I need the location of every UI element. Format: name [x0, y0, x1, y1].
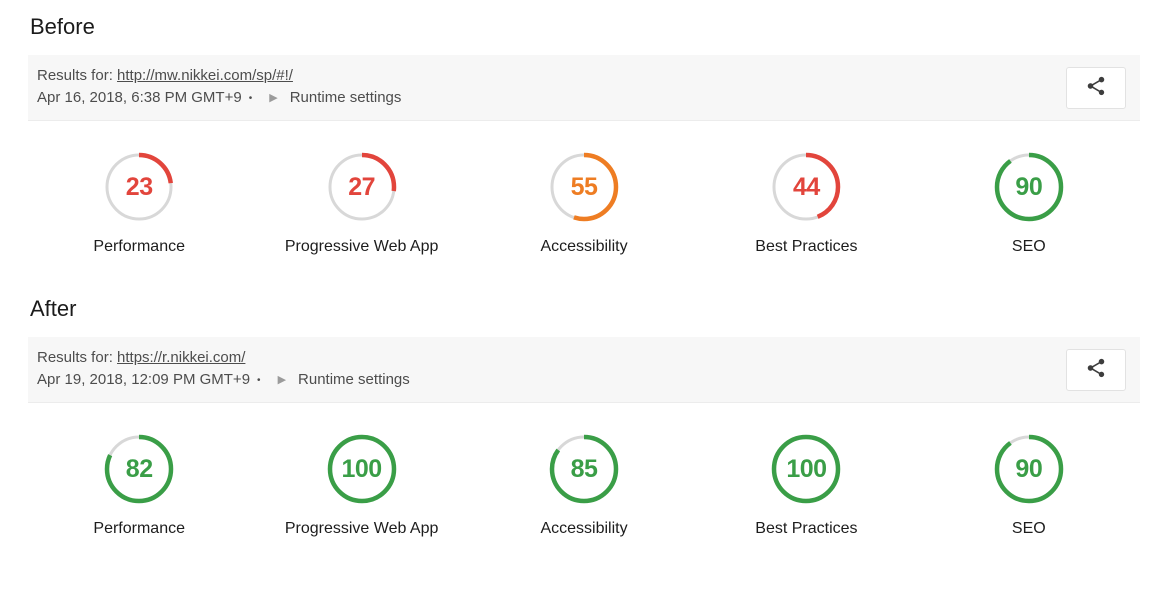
timestamp-line: Apr 16, 2018, 6:38 PM GMT+9 • ▶ Runtime set… [37, 87, 1040, 110]
results-for-line: Results for: https://r.nikkei.com/ [37, 347, 1040, 369]
score-gauge: 90 [993, 433, 1065, 505]
score-value: 23 [125, 172, 153, 201]
score-value: 27 [348, 172, 376, 201]
score-card-best-practices[interactable]: 100 Best Practices [695, 433, 917, 538]
score-card-accessibility[interactable]: 55 Accessibility [473, 151, 695, 256]
score-card-performance[interactable]: 82 Performance [28, 433, 250, 538]
share-icon [1085, 357, 1107, 382]
score-label: Accessibility [540, 520, 628, 537]
score-label: Performance [93, 238, 185, 255]
scores-row-after: 82 Performance 100 Progressive Web App 8… [28, 433, 1140, 538]
score-gauge: 23 [103, 151, 175, 223]
score-gauge: 44 [770, 151, 842, 223]
dot-separator: • [257, 375, 261, 386]
runtime-settings-disclosure-icon[interactable]: ▶ [277, 374, 287, 386]
section-before: Before Results for: http://mw.nikkei.com… [28, 14, 1140, 256]
timestamp-text: Apr 19, 2018, 12:09 PM GMT+9 [37, 371, 251, 388]
score-gauge: 100 [326, 433, 398, 505]
results-bar: Results for: https://r.nikkei.com/ Apr 1… [28, 337, 1140, 403]
score-label: SEO [1011, 238, 1046, 255]
score-label: SEO [1011, 520, 1046, 537]
score-card-best-practices[interactable]: 44 Best Practices [695, 151, 917, 256]
results-url-link[interactable]: http://mw.nikkei.com/sp/#!/ [117, 67, 293, 84]
runtime-settings-toggle[interactable]: Runtime settings [298, 371, 410, 388]
timestamp-line: Apr 19, 2018, 12:09 PM GMT+9 • ▶ Runtime se… [37, 369, 1040, 392]
dot-separator: • [248, 93, 253, 104]
runtime-settings-toggle[interactable]: Runtime settings [289, 89, 402, 106]
score-gauge: 27 [326, 151, 398, 223]
results-url-link[interactable]: https://r.nikkei.com/ [117, 349, 246, 366]
section-heading-before: Before [30, 14, 95, 39]
score-gauge: 90 [993, 151, 1065, 223]
section-after: After Results for: https://r.nikkei.com/… [28, 296, 1140, 538]
lighthouse-comparison-page: Before Results for: http://mw.nikkei.com… [28, 14, 1140, 538]
score-label: Accessibility [540, 238, 628, 255]
score-card-accessibility[interactable]: 85 Accessibility [473, 433, 695, 538]
score-value: 90 [1015, 454, 1043, 483]
score-value: 44 [793, 172, 820, 201]
score-label: Best Practices [755, 238, 858, 255]
results-for-label: Results for: [37, 349, 118, 366]
share-button[interactable] [1066, 66, 1126, 109]
scores-row-before: 23 Performance 27 Progressive Web App 55… [28, 151, 1140, 256]
score-gauge: 82 [103, 433, 175, 505]
score-card-pwa[interactable]: 27 Progressive Web App [250, 151, 472, 256]
score-label: Progressive Web App [284, 238, 439, 255]
score-card-pwa[interactable]: 100 Progressive Web App [250, 433, 472, 538]
score-label: Progressive Web App [284, 520, 439, 537]
score-gauge: 100 [770, 433, 842, 505]
score-gauge: 55 [548, 151, 620, 223]
score-label: Best Practices [755, 520, 858, 537]
timestamp-text: Apr 16, 2018, 6:38 PM GMT+9 [37, 89, 242, 106]
score-card-seo[interactable]: 90 SEO [918, 151, 1140, 256]
score-value: 85 [570, 454, 598, 483]
score-card-performance[interactable]: 23 Performance [28, 151, 250, 256]
score-value: 90 [1015, 172, 1043, 201]
results-for-line: Results for: http://mw.nikkei.com/sp/#!/ [37, 65, 1040, 87]
runtime-settings-disclosure-icon[interactable]: ▶ [269, 92, 278, 104]
share-icon [1085, 75, 1107, 100]
results-for-label: Results for: [37, 67, 118, 84]
score-value: 55 [570, 172, 598, 201]
section-heading-after: After [30, 296, 77, 321]
score-value: 100 [786, 454, 827, 483]
share-button[interactable] [1066, 348, 1126, 391]
results-bar: Results for: http://mw.nikkei.com/sp/#!/… [28, 55, 1140, 121]
score-card-seo[interactable]: 90 SEO [918, 433, 1140, 538]
score-value: 100 [341, 454, 383, 483]
score-label: Performance [93, 520, 185, 537]
score-value: 82 [125, 454, 153, 483]
score-gauge: 85 [548, 433, 620, 505]
